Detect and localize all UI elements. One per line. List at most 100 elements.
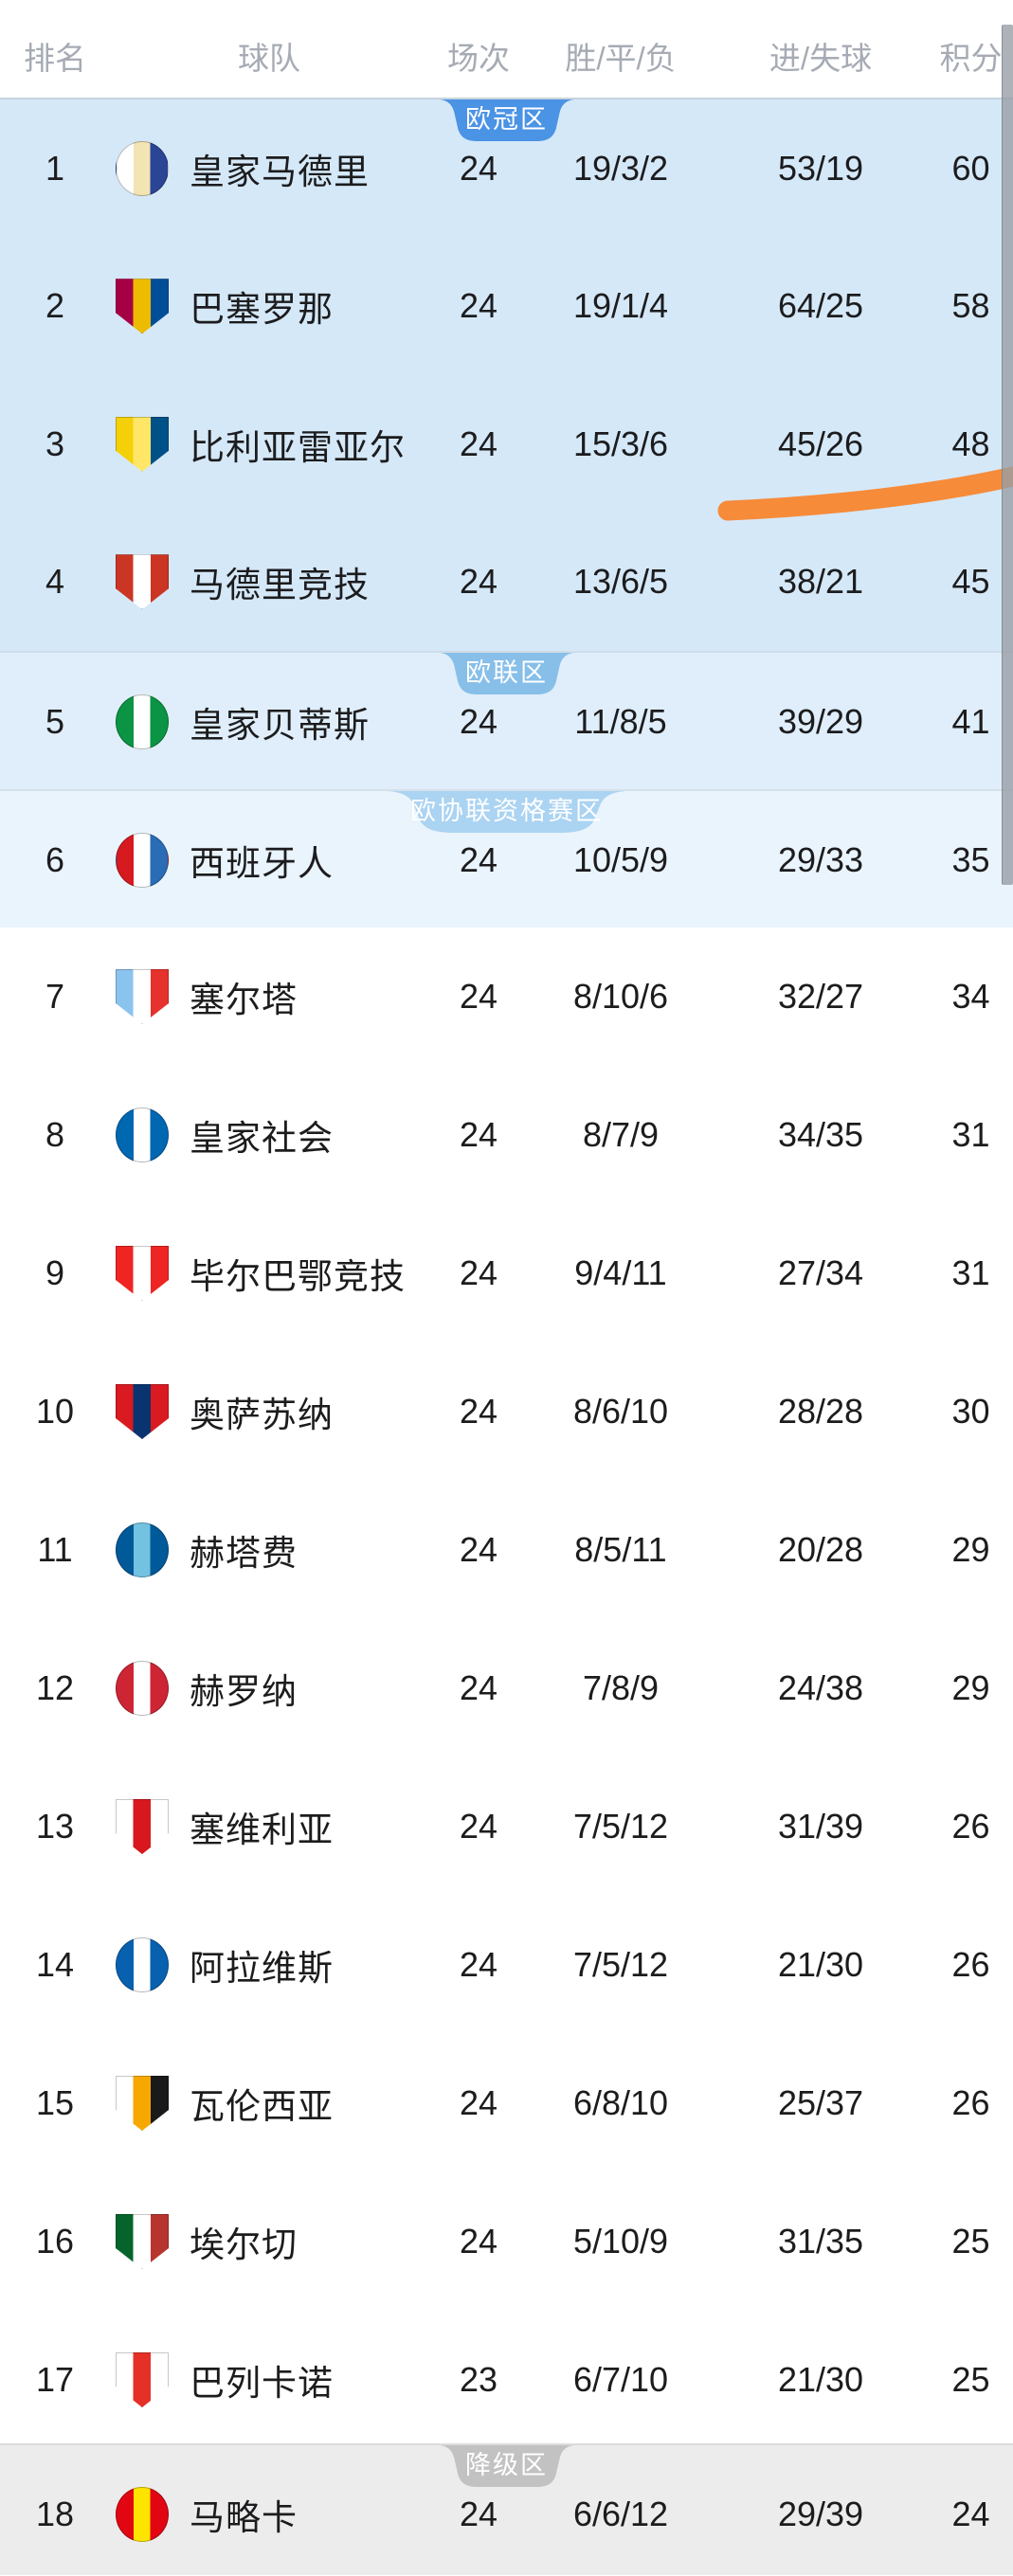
team-name: 毕尔巴鄂竞技 <box>190 1257 406 1296</box>
team-crest-icon <box>116 969 169 1024</box>
team-name: 塞尔塔 <box>190 981 298 1019</box>
rank: 1 <box>45 148 65 188</box>
column-header-points: 积分 <box>939 40 1003 76</box>
goals: 38/21 <box>777 562 864 602</box>
table-row[interactable]: 1 皇家马德里 24 19/3/2 53/19 60 <box>0 99 1013 238</box>
table-row[interactable]: 10 奥萨苏纳 24 8/6/10 28/28 30 <box>0 1342 1013 1481</box>
goals: 21/30 <box>777 2360 864 2399</box>
played: 24 <box>459 423 498 463</box>
goals: 34/35 <box>777 1115 864 1154</box>
badge-tab-shape <box>439 653 574 694</box>
table-row[interactable]: 11 赫塔费 24 8/5/11 20/28 29 <box>0 1481 1013 1619</box>
wdl: 7/8/9 <box>582 1668 660 1707</box>
wdl: 6/8/10 <box>572 2083 669 2122</box>
goals: 25/37 <box>777 2083 864 2122</box>
wdl: 8/6/10 <box>572 1392 669 1431</box>
played: 24 <box>459 148 498 188</box>
goals: 31/35 <box>777 2222 864 2261</box>
points: 24 <box>951 2495 990 2533</box>
badge-tab-shape <box>439 99 574 141</box>
wdl: 6/6/12 <box>572 2495 669 2533</box>
played: 24 <box>459 1392 498 1431</box>
zone-badge-champions-league: 欧冠区 <box>439 99 574 141</box>
goals: 64/25 <box>777 286 864 326</box>
table-row[interactable]: 4 马德里竞技 24 13/6/5 38/21 45 <box>0 513 1013 652</box>
table-row[interactable]: 9 毕尔巴鄂竞技 24 9/4/11 27/34 31 <box>0 1204 1013 1342</box>
table-row[interactable]: 2 巴塞罗那 24 19/1/4 64/25 58 <box>0 238 1013 376</box>
goals: 28/28 <box>777 1392 864 1431</box>
points: 45 <box>951 562 990 602</box>
zone-champions-league: 欧冠区 1 皇家马德里 24 19/3/2 53/19 60 2 巴塞罗那 24… <box>0 98 1013 651</box>
team-crest-icon <box>116 416 169 472</box>
points: 26 <box>951 1807 990 1846</box>
goals: 24/38 <box>777 1668 864 1707</box>
points: 41 <box>951 702 990 741</box>
points: 30 <box>951 1392 990 1431</box>
table-row[interactable]: 5 皇家贝蒂斯 24 11/8/5 39/29 41 <box>0 653 1013 791</box>
rank: 8 <box>45 1115 65 1154</box>
wdl: 5/10/9 <box>572 2222 669 2261</box>
goals: 45/26 <box>777 423 864 463</box>
table-row[interactable]: 12 赫罗纳 24 7/8/9 24/38 29 <box>0 1619 1013 1757</box>
played: 24 <box>459 1668 498 1707</box>
zone-relegation: 降级区 18 马略卡 24 6/6/12 29/39 24 <box>0 2443 1013 2575</box>
played: 24 <box>459 562 498 602</box>
wdl: 8/7/9 <box>582 1115 660 1154</box>
table-row[interactable]: 3 比利亚雷亚尔 24 15/3/6 45/26 48 <box>0 375 1013 513</box>
team-crest-icon <box>116 2214 169 2269</box>
team-crest-icon <box>116 1108 169 1162</box>
goals: 31/39 <box>777 1807 864 1846</box>
goals: 29/33 <box>777 840 864 879</box>
team-crest-icon <box>116 1384 169 1439</box>
table-row[interactable]: 17 巴列卡诺 23 6/7/10 21/30 25 <box>0 2311 1013 2449</box>
team-name: 皇家马德里 <box>190 152 370 191</box>
table-row[interactable]: 16 埃尔切 24 5/10/9 31/35 25 <box>0 2172 1013 2311</box>
wdl: 11/8/5 <box>574 702 667 741</box>
team-name: 阿拉维斯 <box>190 1949 334 1988</box>
table-row[interactable]: 15 瓦伦西亚 24 6/8/10 25/37 26 <box>0 2034 1013 2172</box>
zone-badge-europa-league: 欧联区 <box>439 653 574 694</box>
table-row[interactable]: 8 皇家社会 24 8/7/9 34/35 31 <box>0 1066 1013 1204</box>
points: 29 <box>951 1530 990 1569</box>
wdl: 19/1/4 <box>572 286 669 326</box>
table-header: 排名 球队 场次 胜/平/负 进/失球 积分 <box>0 0 1013 98</box>
rank: 17 <box>35 2360 75 2399</box>
team-crest-icon <box>116 1246 169 1301</box>
team-crest-icon <box>116 279 169 334</box>
rank: 11 <box>37 1530 73 1569</box>
rank: 16 <box>35 2222 75 2261</box>
points: 26 <box>951 2083 990 2122</box>
played: 24 <box>459 286 498 326</box>
played: 24 <box>459 977 498 1016</box>
table-row[interactable]: 7 塞尔塔 24 8/10/6 32/27 34 <box>0 928 1013 1066</box>
rank: 18 <box>35 2495 75 2533</box>
table-row[interactable]: 6 西班牙人 24 10/5/9 29/33 35 <box>0 791 1013 929</box>
zone-europa-league: 欧联区 5 皇家贝蒂斯 24 11/8/5 39/29 41 <box>0 651 1013 789</box>
played: 24 <box>459 1115 498 1154</box>
team-name: 巴列卡诺 <box>190 2364 334 2403</box>
goals: 27/34 <box>777 1253 864 1292</box>
team-name: 赫罗纳 <box>190 1672 298 1711</box>
played: 24 <box>459 840 498 879</box>
points: 34 <box>951 977 990 1016</box>
table-row[interactable]: 14 阿拉维斯 24 7/5/12 21/30 26 <box>0 1896 1013 2034</box>
team-crest-icon <box>116 140 169 196</box>
wdl: 19/3/2 <box>572 148 669 188</box>
rank: 12 <box>35 1668 75 1707</box>
wdl: 13/6/5 <box>572 562 669 602</box>
points: 58 <box>951 286 990 326</box>
team-name: 马略卡 <box>190 2498 298 2537</box>
team-name: 西班牙人 <box>190 844 334 883</box>
wdl: 15/3/6 <box>572 423 669 463</box>
table-row[interactable]: 13 塞维利亚 24 7/5/12 31/39 26 <box>0 1757 1013 1896</box>
team-name: 皇家贝蒂斯 <box>190 706 370 745</box>
played: 24 <box>459 1253 498 1292</box>
table-row[interactable]: 18 马略卡 24 6/6/12 29/39 24 <box>0 2445 1013 2576</box>
team-name: 比利亚雷亚尔 <box>190 427 406 467</box>
column-header-goals: 进/失球 <box>769 40 873 76</box>
column-header-rank: 排名 <box>24 40 86 76</box>
scrollbar[interactable] <box>1002 25 1013 885</box>
team-name: 塞维利亚 <box>190 1810 334 1849</box>
goals: 29/39 <box>777 2495 864 2533</box>
